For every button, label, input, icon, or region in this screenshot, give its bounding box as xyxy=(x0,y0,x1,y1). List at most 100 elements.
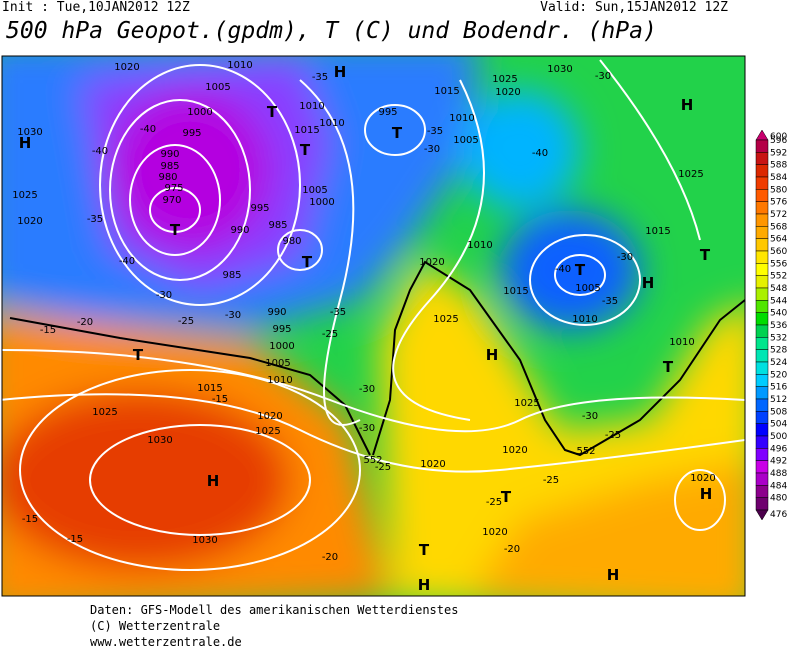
colorbar-label: 552 xyxy=(770,272,787,282)
contour-label: -40 xyxy=(140,124,156,135)
contour-label: 1020 xyxy=(257,411,282,422)
colorbar-swatch xyxy=(755,312,769,326)
contour-label: -30 xyxy=(359,384,375,395)
contour-label: -30 xyxy=(582,411,598,422)
contour-label: 990 xyxy=(230,225,249,236)
colorbar-label: 540 xyxy=(770,309,787,319)
contour-label: 1010 xyxy=(227,60,252,71)
colorbar-swatch xyxy=(755,349,769,363)
contour-label: 1010 xyxy=(669,337,694,348)
contour-label: 1025 xyxy=(514,398,539,409)
contour-label: -30 xyxy=(225,310,241,321)
colorbar-label: 476 xyxy=(770,510,787,520)
contour-label: 1020 xyxy=(502,445,527,456)
contour-label: 985 xyxy=(160,161,179,172)
colorbar-swatch xyxy=(755,435,769,449)
contour-label: 1000 xyxy=(187,107,212,118)
colorbar-swatch xyxy=(755,139,769,153)
pressure-center: H xyxy=(418,576,431,594)
contour-label: 1020 xyxy=(482,527,507,538)
pressure-center: H xyxy=(207,472,220,490)
colorbar-swatch xyxy=(755,423,769,437)
colorbar-label: 496 xyxy=(770,444,787,454)
map-title: 500 hPa Geopot.(gpdm), T (C) und Bodendr… xyxy=(6,18,657,44)
footer-url: www.wetterzentrale.de xyxy=(90,635,242,648)
contour-label: 1025 xyxy=(255,426,280,437)
colorbar-label: 512 xyxy=(770,395,787,405)
contour-label: 1025 xyxy=(678,169,703,180)
colorbar-swatch xyxy=(755,176,769,190)
colorbar-label: 488 xyxy=(770,469,787,479)
contour-label: 1015 xyxy=(434,86,459,97)
colorbar-swatch xyxy=(755,337,769,350)
contour-label: 1005 xyxy=(265,358,290,369)
init-time: Init : Tue,10JAN2012 12Z xyxy=(2,0,190,15)
pressure-center: H xyxy=(700,485,713,503)
colorbar-label: 572 xyxy=(770,210,787,220)
colorbar-swatch xyxy=(755,324,769,338)
contour-label: -15 xyxy=(22,514,38,525)
colorbar-label: 528 xyxy=(770,346,787,356)
colorbar-swatch xyxy=(755,164,769,178)
contour-label: -30 xyxy=(617,252,633,263)
contour-label: 1020 xyxy=(495,87,520,98)
colorbar-swatch xyxy=(755,509,769,521)
colorbar-swatch xyxy=(755,263,769,276)
contour-label: 980 xyxy=(158,172,177,183)
contour-label: -40 xyxy=(119,256,135,267)
contour-label: -15 xyxy=(67,534,83,545)
colorbar-label: 536 xyxy=(770,321,787,331)
colorbar-label: 548 xyxy=(770,284,787,294)
contour-label: 995 xyxy=(272,324,291,335)
colorbar-label: 592 xyxy=(770,148,787,158)
contour-label: 995 xyxy=(378,107,397,118)
contour-label: -35 xyxy=(87,214,103,225)
contour-label: 1030 xyxy=(192,535,217,546)
pressure-center: H xyxy=(19,134,32,152)
contour-label: 1010 xyxy=(299,101,324,112)
colorbar-label: 560 xyxy=(770,247,787,257)
contour-label: 1020 xyxy=(690,473,715,484)
contour-label: 1010 xyxy=(267,375,292,386)
contour-label: 980 xyxy=(282,236,301,247)
map-area xyxy=(2,56,745,596)
contour-label: -20 xyxy=(77,317,93,328)
contour-label: 1025 xyxy=(492,74,517,85)
colorbar-label: 556 xyxy=(770,259,787,269)
pressure-center: H xyxy=(607,566,620,584)
contour-label: -25 xyxy=(322,329,338,340)
contour-label: 1015 xyxy=(197,383,222,394)
contour-label: 1020 xyxy=(17,216,42,227)
contour-label: 1010 xyxy=(449,113,474,124)
contour-label: 995 xyxy=(182,128,201,139)
contour-label: 1005 xyxy=(453,135,478,146)
contour-label: 1010 xyxy=(572,314,597,325)
colorbar-label: 484 xyxy=(770,481,787,491)
contour-label: 1000 xyxy=(309,197,334,208)
colorbar-label: 480 xyxy=(770,494,787,504)
contour-label: -25 xyxy=(178,316,194,327)
colorbar-swatch xyxy=(755,448,769,461)
colorbar-swatch xyxy=(755,386,769,400)
colorbar-swatch xyxy=(755,485,769,498)
contour-label: -30 xyxy=(424,144,440,155)
colorbar-label: 504 xyxy=(770,420,787,430)
colorbar-swatch xyxy=(755,411,769,424)
contour-label: -20 xyxy=(322,552,338,563)
contour-label: 990 xyxy=(267,307,286,318)
colorbar-label: 500 xyxy=(770,432,787,442)
contour-label: 1015 xyxy=(645,226,670,237)
isobars xyxy=(2,59,745,571)
colorbar-swatch xyxy=(755,361,769,375)
contour-label: -30 xyxy=(595,71,611,82)
contour-label: -35 xyxy=(427,126,443,137)
contour-label: 1010 xyxy=(467,240,492,251)
contour-label: 1000 xyxy=(269,341,294,352)
contour-label: 1005 xyxy=(575,283,600,294)
colorbar-swatch xyxy=(755,275,769,289)
colorbar-swatch xyxy=(755,201,769,215)
footer-copyright: (C) Wetterzentrale xyxy=(90,619,220,633)
